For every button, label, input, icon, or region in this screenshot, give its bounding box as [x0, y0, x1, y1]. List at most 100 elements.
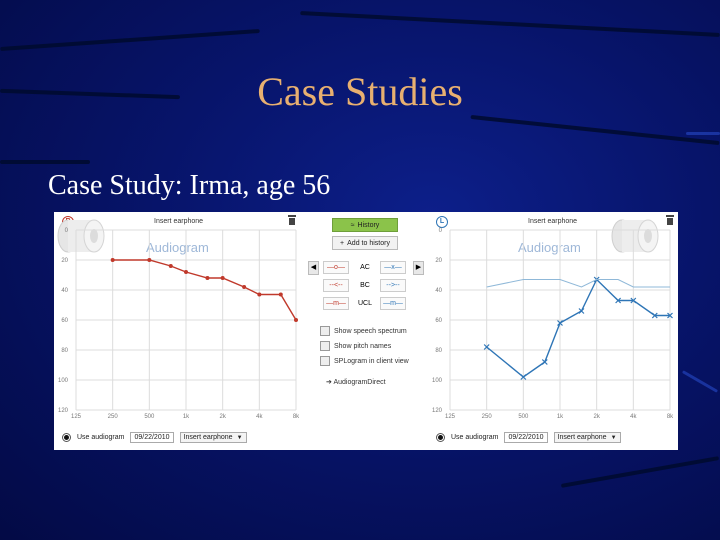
pitch-names-checkbox[interactable] [320, 341, 330, 351]
slide-subtitle: Case Study: Irma, age 56 [48, 170, 331, 201]
marker-stroke [615, 297, 622, 304]
bc-right-symbol-button[interactable]: --<-- [323, 279, 349, 292]
add-to-history-label: Add to history [347, 239, 390, 247]
audiogram-watermark: Audiogram [518, 240, 581, 255]
marker-stroke [541, 359, 548, 365]
transducer-value: Insert earphone [183, 433, 233, 441]
x-tick-label: 250 [482, 414, 493, 418]
left-arrow-button[interactable]: ◀ [308, 261, 319, 275]
series-line [486, 279, 670, 288]
background-streak [470, 114, 720, 146]
x-tick-label: 250 [108, 414, 119, 418]
marker-stroke [667, 312, 673, 319]
background-streak [681, 370, 719, 393]
data-point [667, 312, 673, 319]
earphone-title: Insert earphone [154, 218, 204, 225]
earphone-title: Insert earphone [528, 218, 578, 225]
date-field[interactable]: 09/22/2010 [130, 431, 174, 443]
marker-stroke [520, 374, 527, 380]
x-tick-label: 1k [183, 414, 190, 418]
x-tick-label: 4k [256, 414, 263, 418]
left-ear-panel: L Insert earphone Audiogram 125 250 500 1k 2… [428, 212, 676, 450]
y-tick-label: 0 [65, 228, 69, 234]
data-point [630, 297, 637, 304]
data-point [168, 264, 173, 268]
data-point [110, 258, 115, 262]
plus-icon: + [340, 239, 345, 247]
y-tick-label: 120 [58, 408, 69, 414]
x-tick-label: 2k [593, 414, 600, 418]
y-tick-label: 120 [432, 408, 443, 414]
use-audiogram-label: Use audiogram [77, 433, 125, 441]
chevron-down-icon: ▼ [610, 434, 617, 441]
slide-title: Case Studies [257, 69, 463, 114]
marker-stroke [630, 297, 637, 304]
ac-right-symbol-button[interactable]: —o— [323, 261, 349, 274]
background-streak [0, 160, 90, 164]
transducer-select[interactable]: Insert earphone ▼ [179, 431, 247, 443]
data-point [578, 308, 585, 314]
pitch-names-option[interactable]: Show pitch names [320, 341, 391, 351]
data-point [557, 320, 563, 326]
x-tick-label: 125 [445, 414, 456, 418]
audiogram-watermark: Audiogram [146, 240, 209, 255]
data-point [257, 292, 262, 297]
trash-icon[interactable] [288, 215, 296, 225]
ucl-right-symbol-button[interactable]: —m— [323, 297, 349, 310]
add-to-history-button[interactable]: + Add to history [332, 236, 398, 250]
bc-left-symbol-button[interactable]: -->-- [380, 279, 406, 292]
marker-stroke [557, 320, 563, 326]
series-line [486, 278, 670, 378]
splogram-checkbox[interactable] [320, 356, 330, 366]
right-ear-panel: R Insert earphone Audiogram 1252505001k2… [54, 212, 302, 450]
marker-stroke [483, 344, 490, 350]
y-tick-label: 40 [435, 288, 442, 294]
y-tick-label: 20 [61, 258, 68, 264]
center-controls: ≈ History + Add to history ◀ ▶ —o— AC —x… [308, 212, 424, 450]
splogram-label: SPLogram in client view [334, 357, 409, 365]
use-audiogram-bar: Use audiogram 09/22/2010 Insert earphone… [62, 430, 247, 444]
y-tick-label: 100 [432, 378, 443, 384]
history-icon: ≈ [350, 221, 355, 229]
series-line [112, 259, 297, 321]
date-field[interactable]: 09/22/2010 [504, 431, 548, 443]
audiogram-direct-label: AudiogramDirect [333, 379, 386, 386]
background-streak [560, 456, 720, 488]
use-audiogram-radio[interactable] [436, 432, 445, 442]
transducer-select[interactable]: Insert earphone ▼ [553, 431, 621, 443]
ucl-left-symbol-button[interactable]: —m— [380, 297, 406, 310]
left-ear-icon: L [436, 216, 448, 228]
trash-icon[interactable] [666, 215, 674, 225]
y-tick-label: 80 [435, 348, 442, 354]
bc-label: BC [360, 282, 370, 289]
use-audiogram-radio[interactable] [62, 432, 71, 442]
chevron-down-icon: ▼ [236, 434, 243, 441]
audiogram-direct-link[interactable]: ➔ AudiogramDirect [326, 378, 386, 386]
left-ear-audiogram-chart[interactable]: 125 250 500 1k 2k 4k 8k 0 20 40 60 80 100 120 [428, 212, 676, 418]
y-tick-label: 20 [435, 258, 442, 264]
y-tick-label: 40 [61, 288, 68, 294]
use-audiogram-label: Use audiogram [451, 433, 499, 441]
splogram-option[interactable]: SPLogram in client view [320, 356, 409, 366]
speech-spectrum-option[interactable]: Show speech spectrum [320, 326, 407, 336]
right-arrow-button[interactable]: ▶ [413, 261, 424, 275]
x-tick-label: 500 [144, 414, 155, 418]
data-point [205, 276, 210, 280]
speech-spectrum-checkbox[interactable] [320, 326, 330, 336]
data-point [483, 344, 490, 350]
y-tick-label: 80 [61, 348, 68, 354]
y-tick-label: 60 [61, 318, 68, 324]
right-ear-audiogram-chart[interactable]: 125 250 500 1k 2k 4k 8k 0 20 40 60 80 100 120 [54, 212, 302, 418]
background-streak [0, 28, 260, 52]
marker-stroke [578, 308, 585, 314]
data-point [541, 359, 548, 365]
data-point [242, 285, 247, 289]
earphone-device-icon [57, 219, 105, 253]
x-tick-label: 125 [71, 414, 82, 418]
history-button[interactable]: ≈ History [332, 218, 398, 232]
y-tick-label: 60 [435, 318, 442, 324]
data-point [184, 270, 188, 274]
data-point [220, 276, 225, 280]
data-point [294, 318, 298, 322]
ac-left-symbol-button[interactable]: —x— [380, 261, 406, 274]
